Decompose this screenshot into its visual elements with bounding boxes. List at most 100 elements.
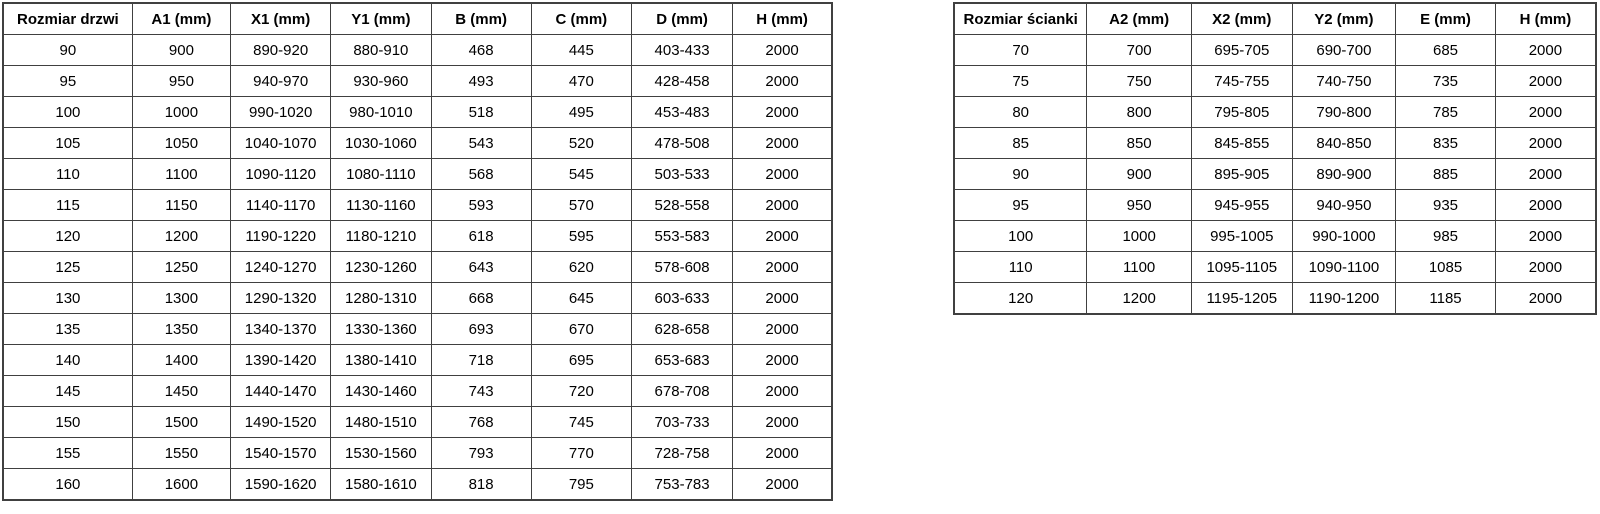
column-header: H (mm): [732, 2, 833, 35]
table-cell: 2000: [732, 65, 833, 97]
table-cell: 900: [131, 34, 232, 66]
table-cell: 995-1005: [1190, 220, 1293, 252]
table-cell: 1180-1210: [330, 220, 432, 252]
table-cell: 493: [430, 65, 532, 97]
table-cell: 1280-1310: [330, 282, 432, 314]
table-cell: 1090-1120: [230, 158, 332, 190]
table-cell: 428-458: [630, 65, 734, 97]
table-cell: 745: [530, 406, 632, 438]
table-cell: 595: [530, 220, 632, 252]
table-cell: 110: [2, 158, 133, 190]
table-cell: 155: [2, 437, 133, 469]
table-cell: 703-733: [630, 406, 734, 438]
table-cell: 668: [430, 282, 532, 314]
column-header: C (mm): [530, 2, 632, 35]
table-row: 70 700 695-705 690-700 685 2000: [953, 34, 1597, 66]
table-cell: 645: [530, 282, 632, 314]
table-cell: 1390-1420: [230, 344, 332, 376]
table-row: 140 1400 1390-1420 1380-1410 718 695 653-683 20…: [2, 344, 833, 376]
table-cell: 2000: [732, 189, 833, 221]
table-cell: 520: [530, 127, 632, 159]
table-cell: 1030-1060: [330, 127, 432, 159]
table-cell: 1430-1460: [330, 375, 432, 407]
table-cell: 1040-1070: [230, 127, 332, 159]
table-cell: 1085: [1395, 251, 1496, 283]
table-cell: 1380-1410: [330, 344, 432, 376]
table-cell: 768: [430, 406, 532, 438]
table-cell: 95: [2, 65, 133, 97]
table-row: 105 1050 1040-1070 1030-1060 543 520 478-508 20…: [2, 127, 833, 159]
table-cell: 753-783: [630, 468, 734, 501]
table-row: 125 1250 1240-1270 1230-1260 643 620 578-608 20…: [2, 251, 833, 283]
table-cell: 940-950: [1291, 189, 1397, 221]
table-cell: 95: [953, 189, 1088, 221]
table-cell: 2000: [732, 158, 833, 190]
table-cell: 845-855: [1190, 127, 1293, 159]
table-cell: 770: [530, 437, 632, 469]
table-cell: 950: [1086, 189, 1192, 221]
table-cell: 125: [2, 251, 133, 283]
table-cell: 840-850: [1291, 127, 1397, 159]
table-cell: 140: [2, 344, 133, 376]
table-cell: 890-900: [1291, 158, 1397, 190]
table-row: 80 800 795-805 790-800 785 2000: [953, 96, 1597, 128]
table-cell: 1350: [131, 313, 232, 345]
table-cell: 835: [1395, 127, 1496, 159]
table-cell: 2000: [1494, 282, 1597, 315]
table-cell: 900: [1086, 158, 1192, 190]
table-cell: 1480-1510: [330, 406, 432, 438]
table-cell: 468: [430, 34, 532, 66]
table-cell: 818: [430, 468, 532, 501]
table-cell: 670: [530, 313, 632, 345]
table-cell: 1130-1160: [330, 189, 432, 221]
table-cell: 790-800: [1291, 96, 1397, 128]
table-cell: 130: [2, 282, 133, 314]
table-cell: 495: [530, 96, 632, 128]
table-cell: 603-633: [630, 282, 734, 314]
table-cell: 2000: [732, 282, 833, 314]
table-cell: 1590-1620: [230, 468, 332, 501]
table-cell: 1090-1100: [1291, 251, 1397, 283]
table-cell: 678-708: [630, 375, 734, 407]
table-cell: 718: [430, 344, 532, 376]
column-header: Y2 (mm): [1291, 2, 1397, 35]
table-row: 130 1300 1290-1320 1280-1310 668 645 603-633 20…: [2, 282, 833, 314]
table-cell: 445: [530, 34, 632, 66]
table-cell: 653-683: [630, 344, 734, 376]
table-row: 90 900 890-920 880-910 468 445 403-433 2000: [2, 34, 833, 66]
table-cell: 940-970: [230, 65, 332, 97]
table-cell: 785: [1395, 96, 1496, 128]
table-cell: 2000: [732, 34, 833, 66]
table-row: 150 1500 1490-1520 1480-1510 768 745 703-733 20…: [2, 406, 833, 438]
table-cell: 1490-1520: [230, 406, 332, 438]
table-cell: 740-750: [1291, 65, 1397, 97]
table-cell: 2000: [732, 127, 833, 159]
table-cell: 880-910: [330, 34, 432, 66]
table-row: 95 950 940-970 930-960 493 470 428-458 2000: [2, 65, 833, 97]
table-cell: 543: [430, 127, 532, 159]
table-cell: 2000: [1494, 158, 1597, 190]
table-cell: 890-920: [230, 34, 332, 66]
table-cell: 528-558: [630, 189, 734, 221]
table-cell: 80: [953, 96, 1088, 128]
table-cell: 135: [2, 313, 133, 345]
table-cell: 695-705: [1190, 34, 1293, 66]
column-header: X1 (mm): [230, 2, 332, 35]
table-row: 110 1100 1095-1105 1090-1100 1085 2000: [953, 251, 1597, 283]
table-row: 90 900 895-905 890-900 885 2000: [953, 158, 1597, 190]
table-cell: 1330-1360: [330, 313, 432, 345]
table-row: 110 1100 1090-1120 1080-1110 568 545 503-533 20…: [2, 158, 833, 190]
table-cell: 950: [131, 65, 232, 97]
table-cell: 570: [530, 189, 632, 221]
table-cell: 1195-1205: [1190, 282, 1293, 315]
header-row: Rozmiar drzwi A1 (mm) X1 (mm) Y1 (mm) B (mm)…: [2, 2, 833, 35]
table-cell: 453-483: [630, 96, 734, 128]
table-cell: 2000: [1494, 65, 1597, 97]
table-cell: 1600: [131, 468, 232, 501]
table-cell: 115: [2, 189, 133, 221]
table-cell: 120: [953, 282, 1088, 315]
table-cell: 145: [2, 375, 133, 407]
wall-size-table: Rozmiar ścianki A2 (mm) X2 (mm) Y2 (mm) E (m…: [953, 2, 1597, 315]
table-cell: 90: [2, 34, 133, 66]
table-cell: 990-1020: [230, 96, 332, 128]
